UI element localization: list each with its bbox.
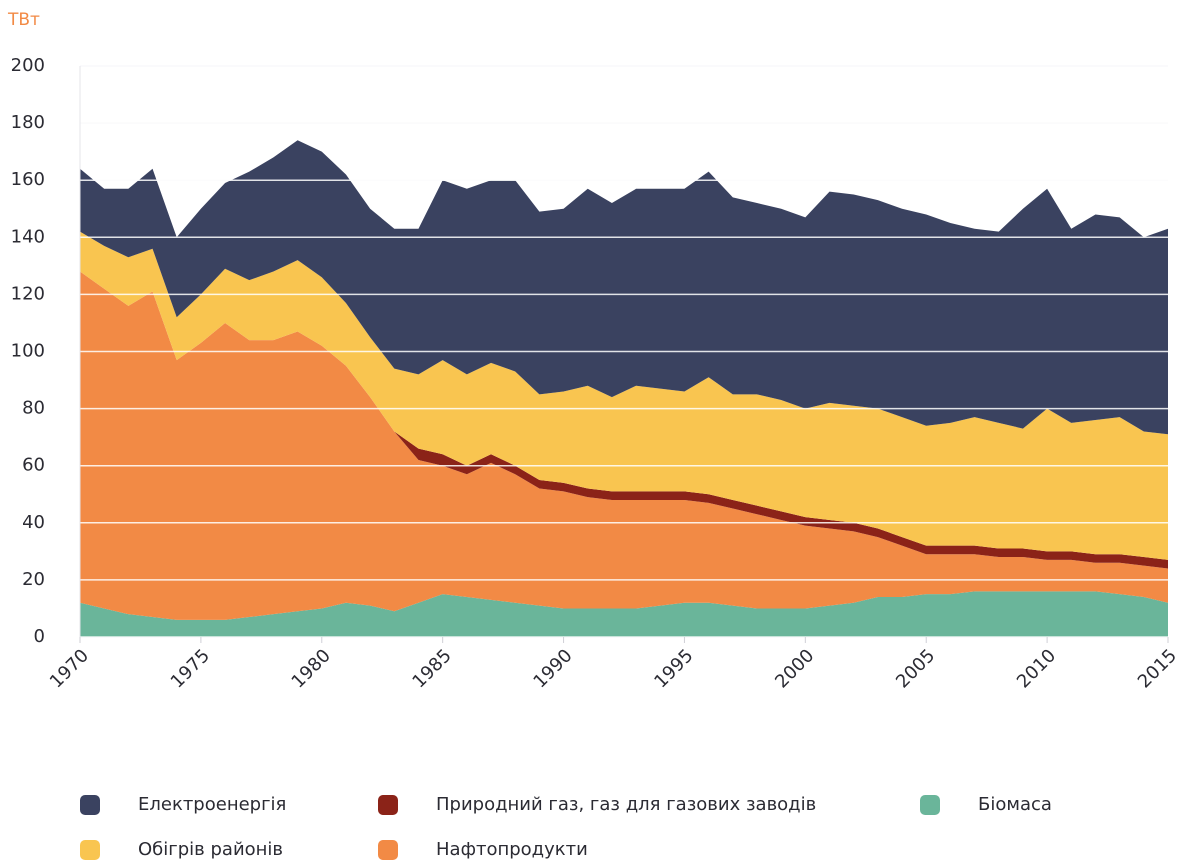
legend-label: Нафтопродукти: [436, 839, 588, 860]
legend-swatch: [378, 795, 398, 815]
x-tick-label: 1970: [46, 645, 93, 692]
legend-swatch: [80, 795, 100, 815]
legend-swatch: [920, 795, 940, 815]
legend-label: Обігрів районів: [138, 839, 283, 860]
x-tick-label: 1975: [167, 645, 214, 692]
area: [80, 231, 1168, 560]
y-tick-label: 120: [11, 283, 45, 304]
x-tick-label: 1985: [408, 645, 455, 692]
y-tick-label: 200: [11, 55, 45, 76]
area: [80, 591, 1168, 637]
x-tick-label: 2010: [1013, 645, 1060, 692]
y-tick-label: 40: [22, 512, 45, 533]
y-tick-label: 80: [22, 398, 45, 419]
x-tick-label: 2015: [1134, 645, 1181, 692]
y-tick-label: 160: [11, 169, 45, 190]
x-tick-label: 2000: [771, 645, 818, 692]
y-unit: ТВт: [7, 10, 40, 30]
y-tick-label: 0: [34, 626, 45, 647]
x-tick-label: 1990: [529, 645, 576, 692]
y-tick-label: 60: [22, 455, 45, 476]
legend-label: Електроенергія: [138, 794, 286, 815]
area: [80, 271, 1168, 620]
x-tick-label: 1980: [288, 645, 335, 692]
y-tick-label: 180: [11, 112, 45, 133]
y-tick-label: 140: [11, 226, 45, 247]
legend-label: Природний газ, газ для газових заводів: [436, 794, 816, 815]
legend-swatch: [378, 840, 398, 860]
legend-label: Біомаса: [978, 794, 1052, 815]
x-tick-label: 2005: [892, 645, 939, 692]
x-tick-label: 1995: [650, 645, 697, 692]
y-tick-label: 100: [11, 341, 45, 362]
y-tick-label: 20: [22, 569, 45, 590]
area: [80, 140, 1168, 435]
legend-swatch: [80, 840, 100, 860]
